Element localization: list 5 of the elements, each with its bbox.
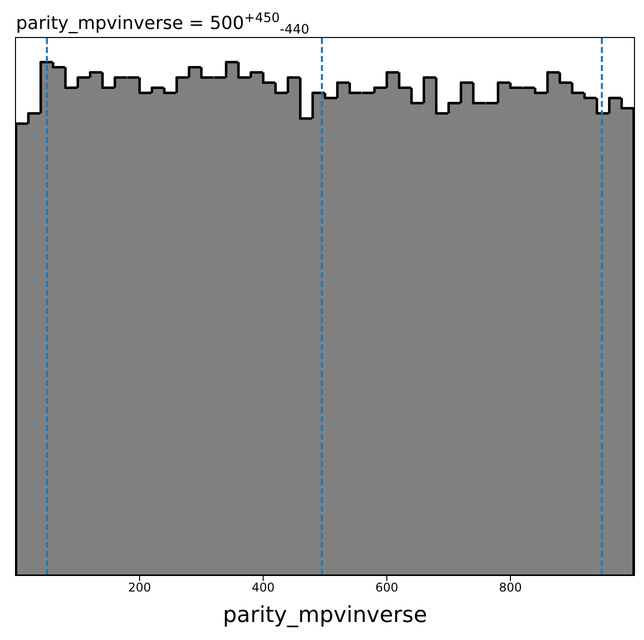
x-tick-label: 200 [128,580,152,595]
x-axis-title: parity_mpvinverse [222,603,428,628]
x-tick-label: 800 [498,580,522,595]
x-tick-label: 600 [375,580,398,595]
x-tick-label: 400 [252,580,275,595]
